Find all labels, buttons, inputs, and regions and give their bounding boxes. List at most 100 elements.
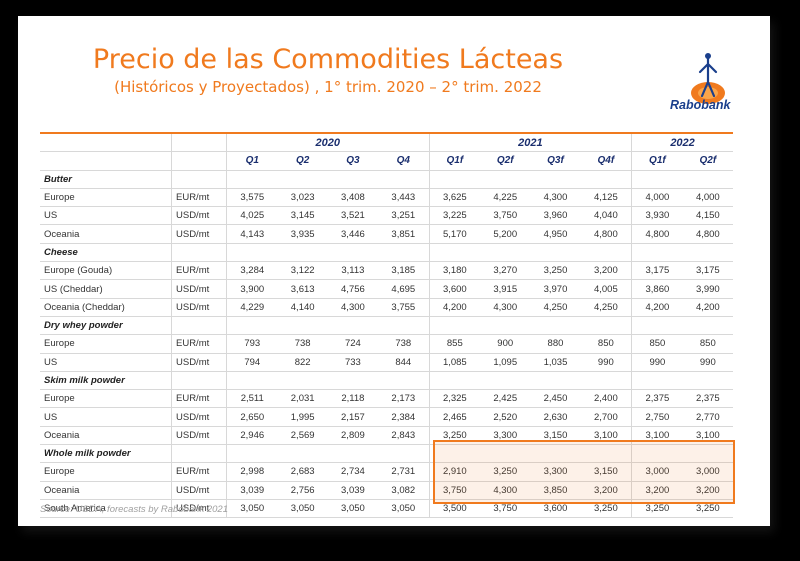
price-cell: 3,270 [480,261,531,281]
section-blank [225,243,278,263]
quarter-header: Q1 [225,151,278,171]
price-cell: 3,600 [530,499,581,519]
section-blank [428,243,481,263]
price-cell: 3,100 [631,426,683,446]
price-cell: 2,520 [480,407,531,427]
source-note: Source: USDA, forecasts by Rabobank 2021 [40,504,228,515]
price-cell: 3,050 [327,499,379,519]
section-blank [378,444,430,464]
quarter-header: Q3f [530,151,581,171]
row-unit: USD/mt [171,298,227,317]
row-unit: EUR/mt [171,261,227,281]
price-cell: 3,250 [580,499,632,519]
header-blank [171,134,227,153]
price-cell: 3,250 [631,499,683,519]
price-cell: 990 [682,353,733,372]
row-label: Oceania (Cheddar) [40,298,172,317]
price-cell: 2,569 [277,426,328,446]
table-row: US USD/mt 2,650 1,995 2,157 2,384 2,465 2,520 2,… [40,407,733,427]
quarter-header: Q4 [378,151,430,171]
price-cell: 4,005 [580,279,632,299]
row-label: Europe [40,462,172,482]
price-cell: 3,915 [480,279,531,299]
price-cell: 2,173 [378,389,430,409]
section-blank [378,316,430,336]
price-cell: 3,180 [428,261,481,281]
section-title: Cheese [40,243,172,263]
price-cell: 2,731 [378,462,430,482]
row-unit: EUR/mt [171,389,227,409]
price-cell: 3,930 [631,206,683,226]
section-title: Whole milk powder [40,444,172,464]
section-blank [530,316,581,336]
row-unit: USD/mt [171,279,227,299]
section-blank [682,243,733,263]
quarter-header: Q2f [682,151,733,171]
row-label: US [40,353,172,372]
row-unit: USD/mt [171,224,227,244]
price-cell: 4,040 [580,206,632,226]
section-header-row: Butter [40,170,733,189]
section-blank [580,170,632,189]
price-cell: 3,250 [428,426,481,446]
price-cell: 3,850 [530,481,581,500]
row-unit: USD/mt [171,407,227,427]
section-blank [682,444,733,464]
table-row: South America USD/mt 3,050 3,050 3,050 3,050 3… [40,499,733,519]
section-blank [225,444,278,464]
price-cell: 3,521 [327,206,379,226]
price-table: 2020 2021 2022 Q1 Q2 Q3 Q4 Q1f Q2f Q3f Q4f Q1f Q2f Bu… [40,134,733,519]
price-cell: 738 [277,334,328,354]
price-cell: 3,100 [682,426,733,446]
row-label: Europe [40,389,172,409]
price-cell: 3,970 [530,279,581,299]
row-unit: EUR/mt [171,188,227,208]
row-label: Europe (Gouda) [40,261,172,281]
year-header: 2022 [631,134,733,153]
price-cell: 4,125 [580,188,632,208]
section-blank [277,444,328,464]
price-cell: 3,250 [682,499,733,519]
quarter-header: Q1f [631,151,683,171]
section-blank [171,371,227,391]
price-cell: 4,140 [277,298,328,317]
price-cell: 2,700 [580,407,632,427]
row-label: Oceania [40,224,172,244]
price-cell: 850 [631,334,683,354]
price-cell: 3,050 [277,499,328,519]
price-cell: 3,200 [682,481,733,500]
year-header: 2020 [226,134,430,153]
price-cell: 3,100 [580,426,632,446]
section-blank [428,316,481,336]
section-header-row: Dry whey powder [40,316,733,336]
price-cell: 2,465 [428,407,481,427]
section-blank [480,170,531,189]
header-blank [171,151,227,171]
price-cell: 2,910 [428,462,481,482]
quarter-header: Q4f [580,151,632,171]
section-blank [428,170,481,189]
price-cell: 3,750 [428,481,481,500]
price-cell: 822 [277,353,328,372]
quarter-header: Q2 [277,151,328,171]
price-cell: 3,443 [378,188,430,208]
section-blank [631,316,683,336]
price-cell: 3,250 [480,462,531,482]
price-cell: 3,250 [530,261,581,281]
section-blank [327,444,379,464]
price-cell: 4,000 [631,188,683,208]
price-cell: 844 [378,353,430,372]
price-cell: 2,750 [631,407,683,427]
price-cell: 2,650 [225,407,278,427]
price-cell: 4,800 [580,224,632,244]
price-cell: 2,630 [530,407,581,427]
price-cell: 3,960 [530,206,581,226]
section-blank [631,371,683,391]
section-blank [277,170,328,189]
table-row: Europe EUR/mt 793 738 724 738 855 900 880 850 850 8… [40,334,733,354]
section-header-row: Cheese [40,243,733,263]
header-blank [40,151,172,171]
section-blank [682,371,733,391]
price-cell: 2,031 [277,389,328,409]
price-cell: 4,800 [682,224,733,244]
